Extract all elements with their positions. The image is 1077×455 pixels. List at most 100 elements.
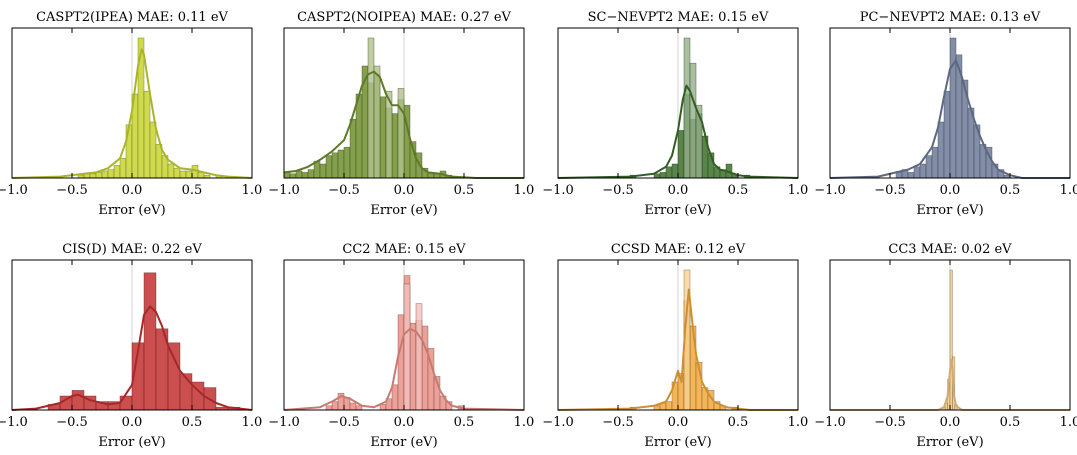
x-tick-label: −0.5 [602, 415, 634, 430]
histogram-bar [89, 173, 97, 179]
x-tick-label: −1.0 [542, 415, 574, 430]
histogram-bar [95, 172, 103, 179]
kde-curve [11, 305, 253, 411]
histogram-bar-overlap [415, 303, 423, 411]
histogram-bar [295, 170, 303, 179]
x-tick-label: 0.0 [394, 183, 415, 198]
histogram-bar [113, 165, 121, 179]
kde-curve [283, 70, 524, 179]
x-tick-label: 0.0 [668, 415, 689, 430]
histogram-bar [173, 167, 181, 179]
x-tick-label: 0.5 [728, 415, 749, 430]
histogram-bar [143, 90, 151, 179]
histogram-bar [167, 342, 181, 411]
histogram-bar [319, 163, 327, 179]
kde-curve [283, 327, 525, 411]
x-tick-label: −0.5 [874, 415, 906, 430]
x-tick-label: 0.0 [940, 183, 961, 198]
histogram-bar [409, 322, 417, 411]
x-axis-label: Error (eV) [98, 435, 165, 450]
histogram-bar [665, 401, 673, 411]
x-tick-label: −1.0 [0, 183, 28, 198]
x-axis-label: Error (eV) [370, 435, 437, 450]
kde-curve [11, 48, 253, 179]
histogram-bar [895, 172, 903, 179]
kde-curve [557, 84, 799, 179]
histogram-bar [665, 166, 673, 179]
x-tick-label: −1.0 [814, 415, 846, 430]
histogram-bar [659, 172, 667, 179]
kde-curve [557, 288, 798, 411]
x-tick-label: −0.5 [56, 183, 88, 198]
histogram-bar-overlap [403, 283, 411, 411]
histogram-bar [949, 37, 957, 179]
x-tick-label: 0.5 [454, 415, 475, 430]
histogram-bar [71, 390, 85, 411]
x-axis-label: Error (eV) [644, 435, 711, 450]
x-tick-label: 0.0 [668, 183, 689, 198]
x-tick-label: 1.0 [242, 183, 263, 198]
histogram-bar-overlap [373, 65, 381, 179]
subplot-7: −1.0 −0.5 0.0 0.5 1.0 CCSD MAE: 0.12 eV Error … [542, 242, 808, 450]
histogram-bar [391, 384, 399, 411]
x-tick-label: 1.0 [514, 415, 535, 430]
x-tick-label: −1.0 [0, 415, 28, 430]
subplot-8: −1.0 −0.5 0.0 0.5 1.0 CC3 MAE: 0.02 eV Error (… [814, 242, 1077, 450]
x-tick-label: −1.0 [268, 415, 300, 430]
histogram-bar [349, 402, 357, 411]
histogram-bar [949, 269, 953, 411]
histogram-bar [943, 90, 951, 179]
histogram-bar [325, 155, 333, 179]
histogram-bar [301, 172, 309, 179]
x-tick-label: 1.0 [788, 183, 809, 198]
x-tick-label: 0.5 [454, 183, 475, 198]
subplot-4: −1.0 −0.5 0.0 0.5 1.0 PC−NEVPT2 MAE: 0.13 eV E… [814, 10, 1077, 218]
histogram-bar [379, 96, 387, 179]
x-tick-label: −1.0 [542, 183, 574, 198]
x-tick-label: 0.5 [1000, 183, 1021, 198]
histogram-bar [671, 163, 679, 179]
histogram-bar [167, 163, 175, 179]
x-axis-label: Error (eV) [916, 203, 983, 218]
x-tick-label: 0.5 [182, 183, 203, 198]
histogram-bar [337, 149, 345, 179]
histogram-bar [907, 172, 915, 179]
x-tick-label: 1.0 [1060, 183, 1077, 198]
x-tick-label: −0.5 [602, 183, 634, 198]
subplot-6: −1.0 −0.5 0.0 0.5 1.0 CC2 MAE: 0.15 eV Error (… [268, 242, 534, 450]
x-tick-label: 1.0 [242, 415, 263, 430]
subplot-3: −1.0 −0.5 0.0 0.5 1.0 SC−NEVPT2 MAE: 0.15 eV E… [542, 10, 808, 218]
x-tick-label: 0.5 [182, 415, 203, 430]
x-tick-label: 0.0 [940, 415, 961, 430]
histogram-bar [307, 169, 315, 179]
x-tick-label: 0.0 [394, 415, 415, 430]
x-tick-label: 1.0 [1060, 415, 1077, 430]
x-tick-label: 0.0 [122, 415, 143, 430]
x-tick-label: −0.5 [328, 415, 360, 430]
histogram-bar [107, 169, 115, 179]
histogram-bar [355, 93, 363, 179]
histogram-bar [925, 155, 933, 179]
subplot-title: CCSD MAE: 0.12 eV [611, 242, 746, 257]
histogram-bar [331, 401, 339, 411]
histogram-bar [119, 158, 127, 179]
histogram-bar [343, 146, 351, 179]
histogram-bar [143, 272, 157, 411]
x-tick-label: −0.5 [328, 183, 360, 198]
histogram-bar [421, 325, 429, 411]
histogram-bar [391, 113, 399, 179]
x-axis-label: Error (eV) [370, 203, 437, 218]
kde-curve [830, 358, 1070, 411]
subplot-title: CASPT2(IPEA) MAE: 0.11 eV [36, 10, 228, 25]
histogram-bar-overlap [397, 88, 405, 179]
x-tick-label: 0.5 [1000, 415, 1021, 430]
kde-curve [829, 59, 1070, 179]
subplot-title: PC−NEVPT2 MAE: 0.13 eV [860, 10, 1041, 25]
histogram-bar [197, 172, 205, 179]
histogram-bar [119, 395, 133, 411]
histogram-bar [331, 152, 339, 179]
histogram-bar [289, 173, 297, 179]
x-axis-label: Error (eV) [98, 203, 165, 218]
histogram-bar [937, 121, 945, 179]
